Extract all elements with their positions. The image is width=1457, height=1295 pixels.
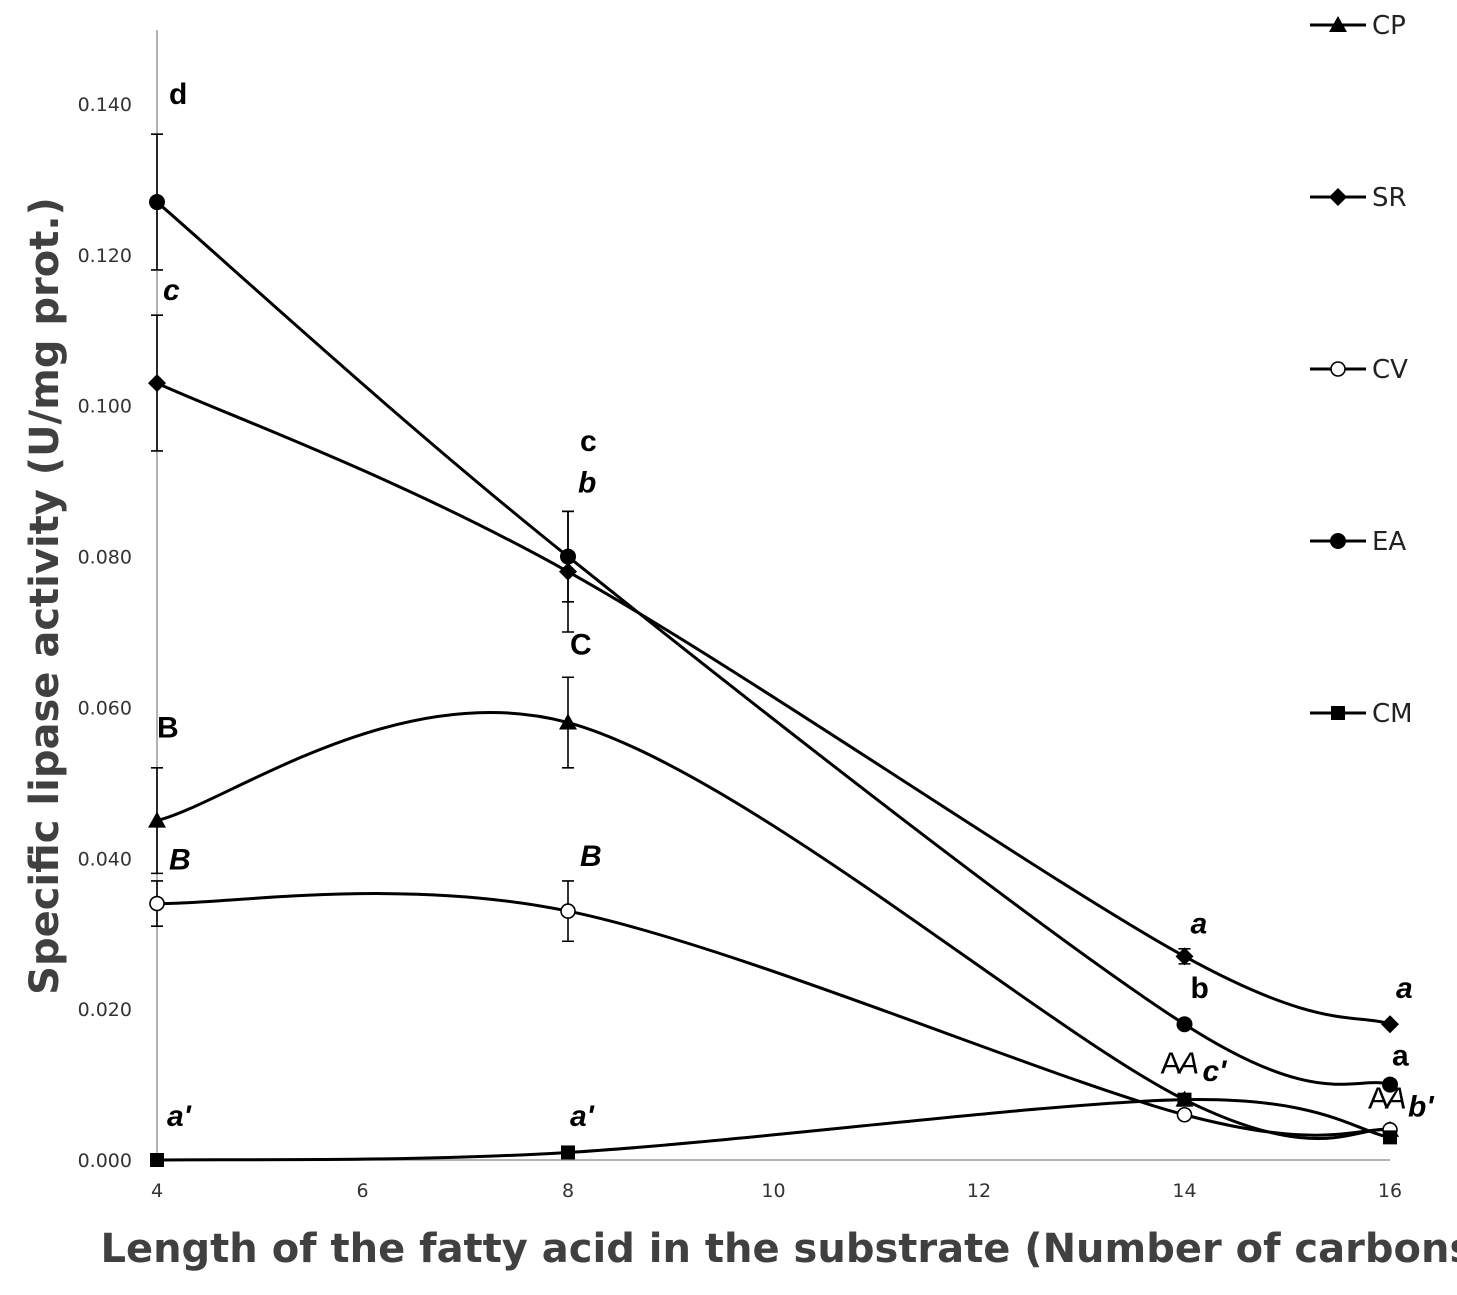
y-axis-title: Specific lipase activity (U/mg prot.) bbox=[22, 197, 68, 995]
x-tick-label: 16 bbox=[1378, 1180, 1402, 1202]
data-point-cm bbox=[561, 1145, 575, 1160]
legend-label-ea: EA bbox=[1372, 527, 1406, 557]
data-point-ea bbox=[560, 548, 576, 565]
data-point-sr bbox=[559, 562, 577, 581]
x-axis-title: Length of the fatty acid in the substrat… bbox=[100, 1226, 1457, 1272]
annotation-label: c bbox=[580, 425, 597, 458]
y-tick-label: 0.000 bbox=[78, 1150, 132, 1172]
series-line-cm bbox=[156, 1098, 1391, 1162]
x-tick-label: 14 bbox=[1172, 1180, 1196, 1202]
data-point-ea bbox=[1382, 1076, 1398, 1093]
annotation-label: B bbox=[169, 844, 191, 877]
series-line-ea bbox=[156, 200, 1391, 1087]
legend-marker-cm bbox=[1331, 706, 1345, 720]
x-tick-label: 4 bbox=[151, 1180, 163, 1202]
data-point-sr bbox=[1175, 947, 1194, 966]
annotation-label: a bbox=[1392, 1040, 1409, 1073]
data-point-cp bbox=[148, 811, 166, 828]
annotation-label: B bbox=[157, 712, 179, 745]
legend-marker-cp bbox=[1329, 16, 1347, 32]
annotation-label: a' bbox=[167, 1100, 192, 1133]
data-point-ea bbox=[1176, 1016, 1193, 1033]
data-point-cm bbox=[150, 1153, 164, 1167]
annotation-label: b bbox=[578, 466, 596, 499]
series-line-sr bbox=[156, 381, 1391, 1026]
y-tick-label: 0.020 bbox=[78, 999, 132, 1021]
data-point-cm bbox=[1383, 1130, 1397, 1145]
data-point-cv bbox=[149, 895, 165, 912]
x-tick-label: 6 bbox=[356, 1180, 368, 1202]
legend-label-cv: CV bbox=[1372, 355, 1408, 385]
legend-label-cm: CM bbox=[1372, 699, 1413, 729]
annotation-label: a bbox=[1396, 972, 1413, 1005]
annotation-label: A bbox=[1161, 1045, 1182, 1080]
annotation-label: a bbox=[1191, 908, 1208, 941]
annotation-label: A bbox=[1368, 1081, 1389, 1116]
annotation-label: A bbox=[1384, 1081, 1407, 1116]
y-tick-label: 0.120 bbox=[78, 245, 132, 267]
legend: CP SR CV EA CM bbox=[1310, 11, 1413, 729]
annotation-label: c bbox=[163, 274, 180, 307]
x-tick-label: 12 bbox=[967, 1180, 991, 1202]
annotation-label: b bbox=[1191, 972, 1209, 1005]
annotation-label: c' bbox=[1203, 1055, 1228, 1088]
annotation-label: B bbox=[580, 840, 602, 873]
series-line-cv bbox=[156, 892, 1391, 1137]
y-tick-label: 0.140 bbox=[78, 94, 132, 116]
data-point-cv bbox=[1176, 1106, 1193, 1123]
data-markers bbox=[148, 194, 1399, 1167]
data-point-sr bbox=[148, 374, 166, 393]
x-tick-label: 8 bbox=[562, 1180, 574, 1202]
data-point-cm bbox=[1177, 1092, 1192, 1107]
data-point-cv bbox=[560, 903, 576, 919]
legend-marker-cv bbox=[1330, 361, 1346, 377]
data-point-cp bbox=[559, 713, 577, 730]
data-point-sr bbox=[1381, 1015, 1399, 1034]
x-tick-labels: 4 6 8 10 12 14 16 bbox=[151, 1180, 1402, 1202]
y-tick-label: 0.040 bbox=[78, 848, 132, 870]
data-point-ea bbox=[149, 194, 165, 211]
annotation-label: b' bbox=[1408, 1090, 1434, 1123]
annotation-label: C bbox=[570, 629, 592, 662]
annotation-label: A bbox=[1177, 1045, 1200, 1080]
series-line-cp bbox=[156, 711, 1391, 1140]
y-tick-label: 0.080 bbox=[78, 547, 132, 569]
legend-label-cp: CP bbox=[1372, 11, 1406, 41]
legend-marker-sr bbox=[1329, 188, 1347, 206]
y-tick-label: 0.100 bbox=[78, 396, 132, 418]
series-lines bbox=[156, 200, 1391, 1162]
annotation-label: a' bbox=[570, 1100, 595, 1133]
x-tick-label: 10 bbox=[761, 1180, 785, 1202]
error-bars bbox=[151, 133, 1191, 965]
legend-marker-ea bbox=[1330, 533, 1346, 549]
legend-label-sr: SR bbox=[1372, 183, 1407, 213]
y-tick-label: 0.060 bbox=[78, 697, 132, 719]
y-tick-labels: 0.000 0.020 0.040 0.060 0.080 0.100 0.120 0.140 bbox=[78, 94, 132, 1172]
annotation-label: d bbox=[169, 78, 187, 111]
